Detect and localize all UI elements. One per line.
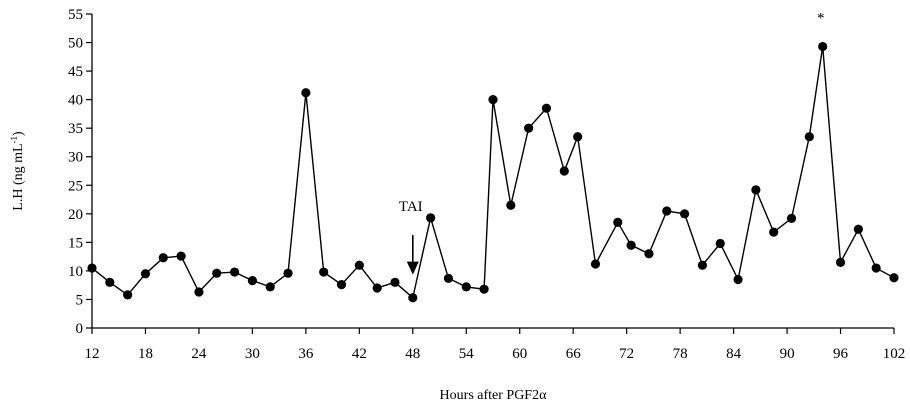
data-point (319, 267, 329, 277)
y-tick-label: 0 (76, 321, 84, 337)
plot-area (87, 41, 899, 303)
data-point (573, 132, 583, 142)
data-point (229, 267, 240, 277)
y-axis-label-close: ) (11, 131, 26, 136)
y-axis: 0 5 10 15 20 25 30 35 40 45 50 55 (68, 7, 93, 337)
data-point (140, 269, 151, 279)
y-tick-label: 20 (68, 207, 83, 223)
data-point (871, 263, 881, 273)
y-tick-label: 30 (68, 150, 83, 166)
data-point (662, 206, 672, 216)
data-point (786, 213, 797, 223)
data-point (733, 274, 743, 285)
data-point (87, 263, 97, 273)
data-point (626, 240, 636, 250)
x-tick-label: 36 (298, 346, 314, 362)
data-point (818, 41, 828, 52)
data-point (372, 283, 382, 293)
x-tick-label: 90 (780, 346, 795, 362)
data-point (804, 132, 814, 142)
x-tick-label: 42 (352, 346, 367, 362)
data-point (506, 200, 516, 210)
data-point (426, 213, 436, 223)
y-tick-label: 45 (68, 64, 83, 80)
data-point (751, 185, 761, 195)
data-point (644, 249, 654, 259)
data-point (336, 280, 347, 290)
data-point (853, 224, 863, 234)
data-point (889, 273, 899, 283)
x-tick-label: 18 (138, 346, 153, 362)
y-tick-label: 10 (68, 264, 83, 280)
tai-annotation-label: TAI (399, 199, 423, 215)
data-point (265, 282, 275, 292)
y-tick-label: 50 (68, 36, 83, 52)
y-axis-label-sup: -1 (9, 136, 19, 144)
data-point (247, 276, 257, 286)
annotations: TAI * (399, 11, 825, 275)
data-point (479, 284, 489, 294)
x-tick-label: 48 (405, 346, 420, 362)
data-point (354, 260, 364, 270)
data-point (194, 287, 204, 297)
data-point (390, 277, 400, 287)
data-point (679, 209, 690, 219)
data-point (488, 95, 498, 105)
x-tick-label: 60 (512, 346, 527, 362)
data-point (283, 268, 293, 278)
x-tick-label: 54 (459, 346, 475, 362)
data-point (590, 259, 601, 269)
y-tick-label: 40 (68, 93, 83, 109)
significance-asterisk: * (817, 11, 825, 27)
x-axis: 12 18 24 30 36 42 48 54 60 66 72 78 84 90 96 102 (85, 327, 906, 362)
data-point (835, 257, 846, 267)
data-point (524, 123, 534, 133)
data-point (158, 253, 168, 263)
y-tick-label: 25 (68, 178, 83, 194)
data-point (105, 277, 115, 287)
series-line (91, 46, 895, 299)
tai-arrow-head (406, 261, 419, 275)
x-tick-label: 30 (245, 346, 260, 362)
x-tick-label: 24 (191, 346, 207, 362)
data-point (613, 217, 623, 227)
data-point (769, 227, 779, 237)
data-point (559, 166, 569, 176)
data-point (123, 290, 133, 300)
data-point (212, 268, 222, 278)
y-axis-label-main: L.H (ng mL (11, 143, 26, 210)
data-point (443, 273, 454, 283)
x-tick-label: 12 (85, 346, 100, 362)
y-tick-label: 15 (68, 235, 83, 251)
y-tick-label: 55 (68, 7, 83, 23)
data-point (176, 251, 186, 261)
y-tick-label: 35 (68, 121, 83, 137)
x-tick-label: 84 (726, 346, 742, 362)
data-point (461, 282, 471, 292)
y-tick-label: 5 (76, 292, 84, 308)
x-tick-label: 102 (883, 346, 906, 362)
data-point (541, 103, 552, 113)
data-point (715, 238, 725, 249)
y-axis-label: L.H (ng mL-1) (9, 131, 26, 211)
x-tick-label: 72 (619, 346, 634, 362)
x-tick-label: 96 (833, 346, 849, 362)
data-point (301, 88, 311, 98)
data-point (697, 260, 708, 270)
x-tick-label: 66 (566, 346, 582, 362)
data-point (408, 293, 418, 303)
x-tick-label: 78 (673, 346, 688, 362)
x-axis-label: Hours after PGF2α (440, 388, 548, 403)
